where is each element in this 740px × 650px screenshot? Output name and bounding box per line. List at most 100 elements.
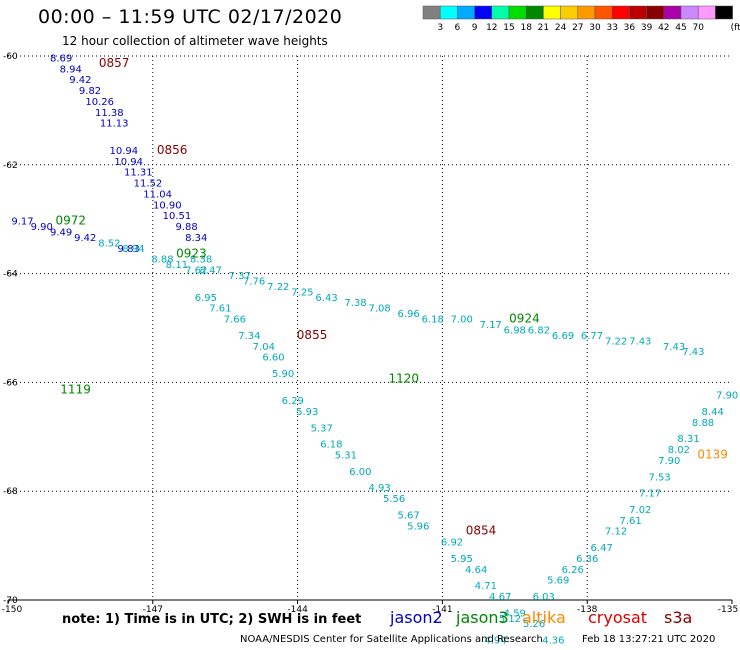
data-point-label: 8.47 — [200, 266, 222, 277]
color-scale-swatch — [680, 5, 699, 20]
data-point-label: 7.90 — [716, 391, 738, 402]
data-point-label: 6.60 — [262, 353, 284, 364]
data-point-label: 6.92 — [441, 538, 463, 549]
data-point-label: 6.36 — [576, 554, 598, 565]
data-point-label: 5.90 — [272, 369, 294, 380]
color-scale-label: 30 — [589, 23, 601, 33]
data-point-label: 7.76 — [243, 276, 265, 287]
footer-timestamp: Feb 18 13:27:21 UTC 2020 — [582, 634, 716, 645]
data-point-label: 9.17 — [11, 217, 33, 228]
data-point-label: 7.62 — [185, 266, 207, 277]
data-point-label: 7.43 — [682, 347, 704, 358]
data-point-label: 9.49 — [50, 228, 72, 239]
data-point-label: 8.02 — [668, 445, 690, 456]
color-scale-label: 39 — [641, 23, 653, 33]
data-point-label: 4.93 — [369, 483, 391, 494]
satellite-legend-item: cryosat — [588, 608, 648, 627]
data-point-label: 6.96 — [397, 309, 419, 320]
data-point-label: 7.43 — [629, 336, 651, 347]
data-point-label: 6.18 — [320, 440, 342, 451]
color-scale-swatch — [474, 5, 493, 20]
color-scale-swatch — [560, 5, 579, 20]
data-point-label: 4.64 — [465, 565, 487, 576]
data-point-label: 6.77 — [581, 331, 603, 342]
data-point-label: 7.25 — [291, 287, 313, 298]
data-point-label: 8.88 — [692, 418, 714, 429]
y-tick-label: -64 — [3, 270, 18, 280]
data-point-label: 5.93 — [296, 407, 318, 418]
data-point-label: 6.47 — [591, 543, 613, 554]
data-point-label: 8.94 — [60, 64, 82, 75]
data-point-label: 11.52 — [134, 179, 163, 190]
data-point-label: 6.18 — [422, 315, 444, 326]
color-scale-swatch — [594, 5, 613, 20]
x-tick-label: -138 — [577, 605, 598, 615]
color-scale-swatch — [422, 5, 441, 20]
data-point-label: 10.94 — [114, 157, 143, 168]
data-point-label: 11.31 — [124, 168, 153, 179]
footer-credit: NOAA/NESDIS Center for Satellite Applica… — [240, 634, 543, 645]
data-point-label: 8.34 — [185, 233, 207, 244]
time-label: 0924 — [509, 312, 540, 326]
time-label: 1120 — [389, 371, 420, 385]
data-point-label: 7.12 — [605, 527, 627, 538]
data-point-label: 11.13 — [100, 119, 129, 130]
data-point-label: 11.04 — [143, 189, 172, 200]
data-point-label: 7.00 — [451, 315, 473, 326]
data-point-label: 8.52 — [98, 238, 120, 249]
data-point-label: 10.51 — [163, 211, 192, 222]
color-scale-unit: (ft) — [731, 23, 740, 33]
data-point-label: 7.02 — [629, 505, 651, 516]
data-point-label: 5.67 — [397, 510, 419, 521]
data-point-label: 4.94 — [484, 636, 506, 647]
data-point-label: 5.12 — [499, 614, 521, 625]
data-point-label: 6.03 — [533, 592, 555, 603]
data-point-label: 5.56 — [383, 494, 405, 505]
data-point-label: 8.94 — [122, 244, 144, 255]
y-tick-label: -68 — [3, 487, 18, 497]
color-scale-label: 45 — [675, 23, 686, 33]
time-label: 0857 — [99, 56, 130, 70]
color-scale-label: 27 — [572, 23, 583, 33]
color-scale-label: 24 — [555, 23, 567, 33]
data-point-label: 6.98 — [504, 325, 526, 336]
color-scale-label: 70 — [692, 23, 704, 33]
page-subtitle: 12 hour collection of altimeter wave hei… — [62, 34, 328, 48]
data-point-label: 9.42 — [69, 75, 91, 86]
data-point-label: 7.66 — [224, 315, 246, 326]
data-point-label: 7.90 — [658, 456, 680, 467]
color-scale-label: 42 — [658, 23, 669, 33]
y-tick-label: -70 — [3, 596, 18, 606]
color-scale-label: 12 — [486, 23, 497, 33]
data-point-label: 7.43 — [663, 342, 685, 353]
color-scale-swatch — [715, 5, 733, 20]
x-tick-label: -144 — [287, 605, 308, 615]
x-tick-label: -135 — [718, 605, 738, 615]
satellite-legend-item: altika — [522, 608, 566, 627]
data-point-label: 5.69 — [547, 576, 569, 587]
data-point-label: 7.22 — [267, 282, 289, 293]
data-point-label: 7.17 — [639, 489, 661, 500]
time-label: 0855 — [297, 328, 328, 342]
data-point-label: 5.31 — [335, 451, 357, 462]
data-point-label: 5.26 — [523, 619, 545, 630]
x-tick-label: -141 — [432, 605, 452, 615]
data-point-label: 8.31 — [677, 434, 699, 445]
time-label: 0923 — [176, 246, 207, 260]
data-point-label: 7.61 — [620, 516, 642, 527]
data-point-label: 6.82 — [528, 325, 550, 336]
time-label: 1119 — [60, 382, 91, 396]
data-point-label: 7.08 — [369, 304, 391, 315]
data-point-label: 8.38 — [190, 255, 212, 266]
data-point-label: 10.94 — [110, 146, 139, 157]
time-label: 0856 — [157, 143, 188, 157]
page-title: 00:00 – 11:59 UTC 02/17/2020 — [38, 6, 343, 28]
satellite-legend-item: jason3 — [456, 608, 509, 627]
color-scale-swatch — [525, 5, 544, 20]
data-point-label: 8.11 — [166, 260, 188, 271]
data-point-label: 8.88 — [151, 255, 173, 266]
color-scale-label: 3 — [437, 23, 443, 33]
data-point-label: 6.69 — [552, 331, 574, 342]
